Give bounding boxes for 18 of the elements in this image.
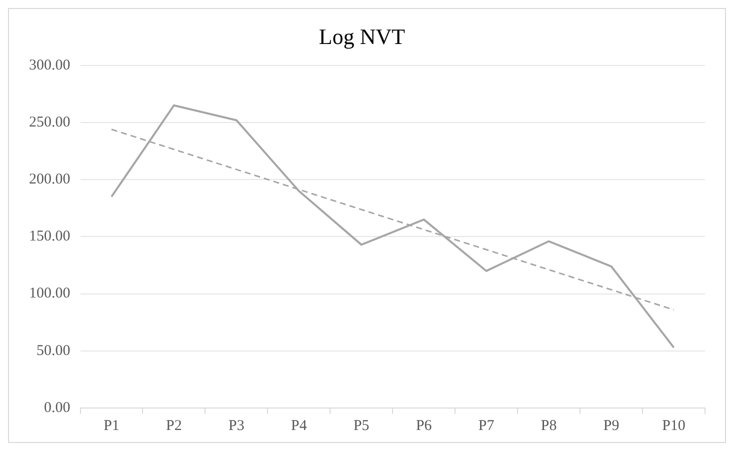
- y-tick-label: 300.00: [29, 57, 70, 74]
- x-tick-label: P1: [104, 418, 120, 434]
- x-tick-label: P8: [540, 418, 557, 434]
- x-tick-label: P2: [166, 418, 182, 434]
- x-tick-label: P3: [228, 418, 244, 434]
- y-tick-label: 100.00: [29, 286, 70, 302]
- x-tick-label: P4: [290, 418, 308, 434]
- y-tick-label: 250.00: [29, 114, 70, 130]
- y-tick-label: 150.00: [29, 228, 70, 245]
- chart-title: Log NVT: [318, 24, 406, 49]
- x-tick-label: P6: [416, 418, 432, 434]
- y-tick-label: 0.00: [44, 400, 70, 416]
- y-tick-label: 200.00: [29, 172, 70, 188]
- x-tick-label: P9: [603, 418, 620, 434]
- x-tick-label: P7: [478, 418, 495, 434]
- x-tick-label: P5: [353, 418, 370, 434]
- x-tick-label: P10: [662, 418, 686, 434]
- y-tick-label: 50.00: [36, 342, 70, 359]
